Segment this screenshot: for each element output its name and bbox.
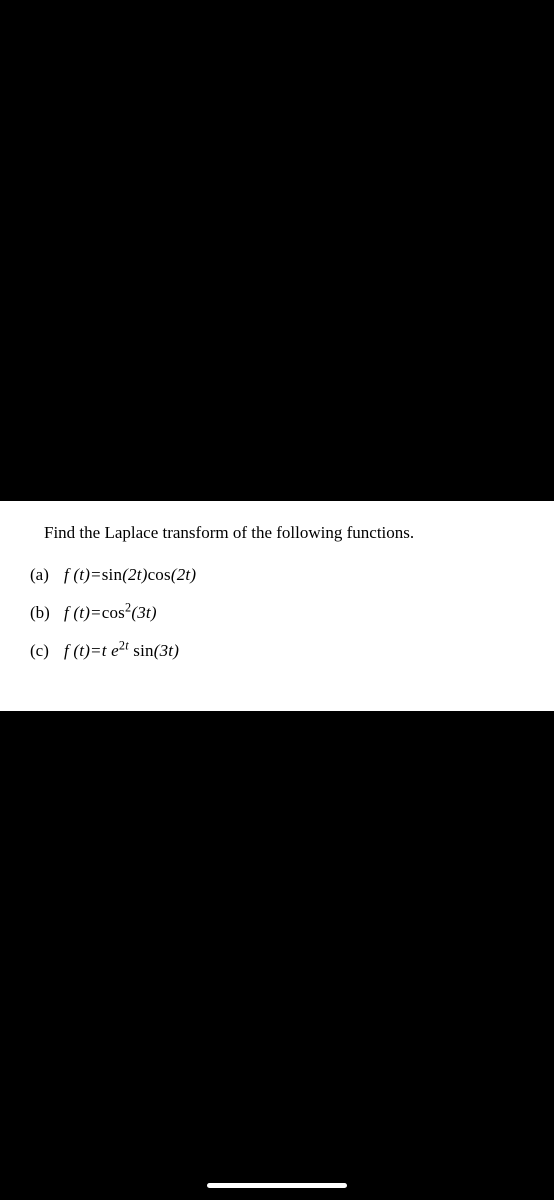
home-indicator[interactable] — [207, 1183, 347, 1188]
item-equation: f (t)=cos2(3t) — [64, 603, 157, 623]
question-item: (a) f (t)=sin(2t)cos(2t) — [30, 565, 534, 585]
question-prompt: Find the Laplace transform of the follow… — [44, 523, 534, 543]
item-label: (c) — [30, 641, 64, 661]
item-label: (b) — [30, 603, 64, 623]
question-item: (b) f (t)=cos2(3t) — [30, 603, 534, 623]
item-label: (a) — [30, 565, 64, 585]
item-equation: f (t)=t e2t sin(3t) — [64, 641, 179, 661]
item-equation: f (t)=sin(2t)cos(2t) — [64, 565, 196, 585]
question-panel: Find the Laplace transform of the follow… — [0, 501, 554, 711]
question-item: (c) f (t)=t e2t sin(3t) — [30, 641, 534, 661]
